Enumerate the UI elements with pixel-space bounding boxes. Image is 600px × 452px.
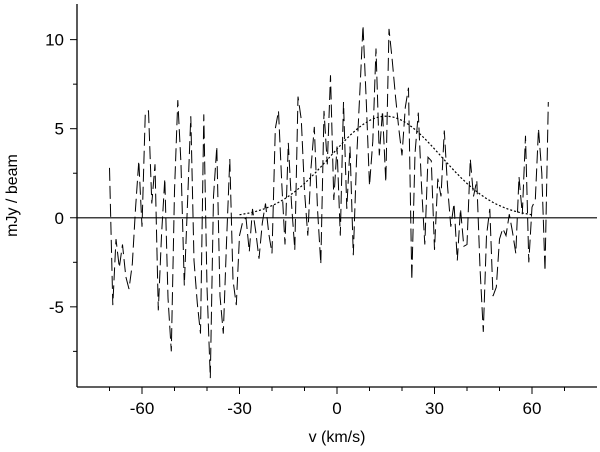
- series-group: [77, 25, 597, 379]
- gaussian-fit-line: [239, 115, 533, 216]
- y-tick-label: 10: [45, 31, 64, 50]
- y-axis-label: mJy / beam: [4, 154, 21, 237]
- x-tick-label: 0: [332, 399, 341, 418]
- x-tick-label: -30: [227, 399, 252, 418]
- x-tick-label: -60: [130, 399, 155, 418]
- x-axis-label: v (km/s): [309, 429, 366, 446]
- x-tick-label: 60: [523, 399, 542, 418]
- tick-labels: -60 -30 0 30 60 -5 0 5 10: [45, 31, 541, 418]
- spectrum-line: [109, 25, 549, 379]
- ticks: [70, 39, 565, 394]
- y-tick-label: 0: [55, 209, 64, 228]
- axes-frame: [76, 4, 597, 388]
- y-tick-label: 5: [55, 120, 64, 139]
- y-tick-label: -5: [49, 298, 64, 317]
- x-tick-label: 30: [425, 399, 444, 418]
